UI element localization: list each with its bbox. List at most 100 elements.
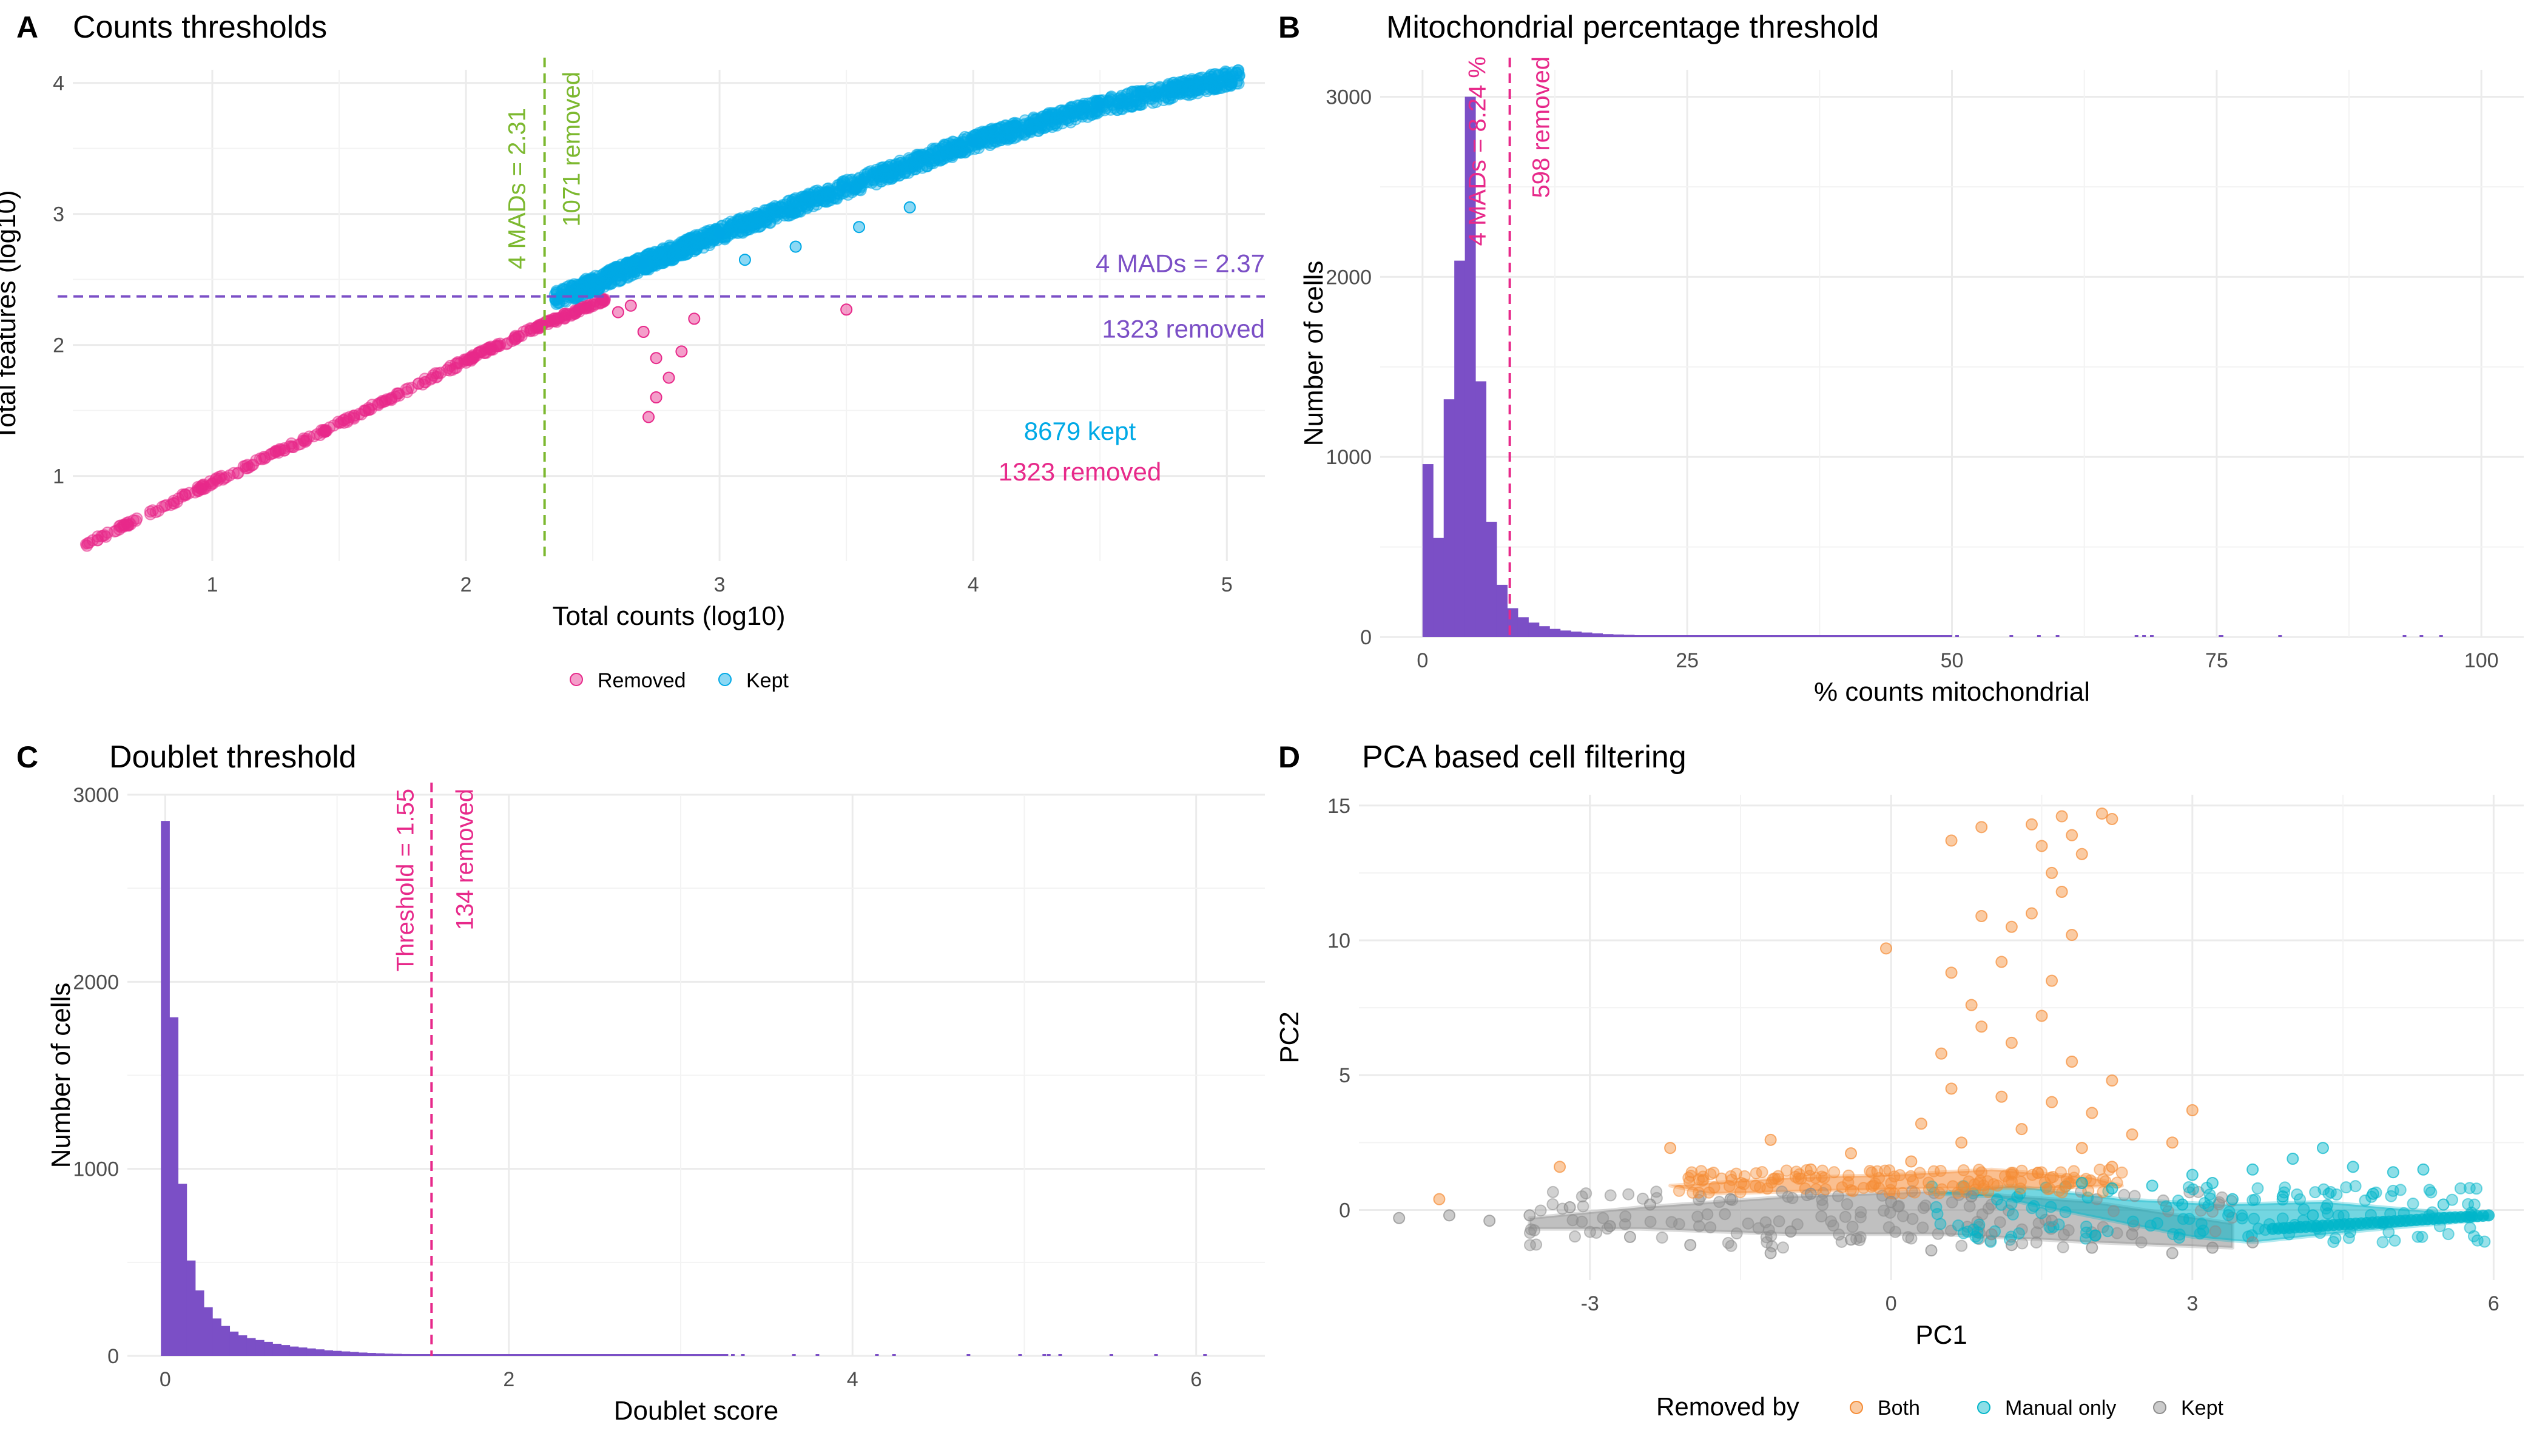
- point-manual-only: [2167, 1228, 2180, 1241]
- panel-letter: B: [1278, 10, 1300, 44]
- point-kept: [1583, 1225, 1596, 1238]
- bar: [1697, 635, 1709, 637]
- bar: [892, 1354, 896, 1356]
- bar: [384, 1353, 394, 1356]
- point-kept: [1916, 1221, 1929, 1234]
- point-kept: [831, 192, 843, 205]
- point-manual-only: [2249, 1193, 2262, 1206]
- point-removed: [637, 326, 650, 338]
- bar: [1046, 1354, 1051, 1356]
- point-both: [1945, 834, 1958, 847]
- point-both: [2066, 929, 2078, 942]
- point-kept: [1619, 1218, 1631, 1231]
- point-kept: [1742, 1217, 1754, 1230]
- y-axis-label: Number of cells: [1299, 261, 1329, 447]
- point-both: [1975, 821, 1988, 834]
- point-both: [2025, 818, 2038, 831]
- grid: [73, 70, 1265, 561]
- point-kept: [1786, 1191, 1799, 1204]
- point-kept: [1546, 1185, 1559, 1198]
- bar: [221, 1326, 231, 1356]
- point-kept: [1059, 113, 1072, 126]
- bar: [1018, 1354, 1022, 1356]
- annotation-removed: 1323 removed: [999, 457, 1162, 486]
- point-both: [1847, 1185, 1859, 1198]
- point-manual-only: [2101, 1225, 2114, 1238]
- bar: [1422, 464, 1434, 637]
- point-removed: [333, 418, 345, 430]
- point-removed: [460, 355, 472, 366]
- points: [79, 64, 1245, 552]
- point-both: [1883, 1164, 1896, 1177]
- bar: [1154, 1354, 1158, 1356]
- point-manual-only: [2075, 1177, 2088, 1189]
- point-manual-only: [2059, 1205, 2072, 1218]
- point-kept: [1773, 1215, 1785, 1228]
- panel-d: -3 0 3 6 0 5 10 15 PC1 PC2 D PCA based cell filteri…: [1275, 740, 2524, 1421]
- point-both: [1734, 1186, 1747, 1199]
- point-kept: [2086, 1241, 2098, 1254]
- point-removed: [183, 487, 196, 499]
- bar: [650, 1354, 660, 1356]
- bar: [238, 1335, 248, 1356]
- bar: [1909, 635, 1921, 637]
- point-kept: [801, 189, 814, 202]
- point-kept: [1162, 92, 1175, 104]
- bar: [556, 1354, 565, 1356]
- point-removed: [378, 395, 391, 408]
- point-kept: [1776, 1185, 1788, 1198]
- point-kept: [2030, 1236, 2043, 1249]
- bar: [1856, 635, 1868, 637]
- point-kept: [676, 244, 689, 257]
- point-manual-only: [2423, 1184, 2436, 1196]
- bar: [2009, 635, 2014, 637]
- bar: [815, 1354, 820, 1356]
- point-both: [2005, 1036, 2018, 1049]
- point-manual-only: [2226, 1193, 2239, 1205]
- point-both: [1965, 999, 1978, 1011]
- bar: [1517, 617, 1529, 637]
- point-kept: [1644, 1198, 1656, 1211]
- bar: [1602, 634, 1614, 637]
- bar: [1878, 635, 1889, 637]
- point-both: [1893, 1169, 1906, 1182]
- bar: [1867, 635, 1878, 637]
- point-kept: [1725, 1239, 1737, 1252]
- point-both: [1935, 1047, 1947, 1060]
- bar: [702, 1354, 712, 1356]
- point-kept: [738, 254, 751, 266]
- point-removed: [118, 520, 130, 533]
- point-kept: [999, 130, 1011, 143]
- panel-letter: C: [16, 740, 38, 774]
- bar: [642, 1354, 651, 1356]
- point-kept: [638, 258, 649, 269]
- x-tick-label: 3: [2186, 1292, 2198, 1315]
- point-kept: [714, 228, 726, 239]
- x-axis-label: % counts mitochondrial: [1814, 677, 2090, 707]
- bar: [1539, 626, 1550, 637]
- point-both: [1795, 1172, 1807, 1185]
- bar: [315, 1349, 325, 1356]
- y-tick-label: 3: [53, 203, 64, 226]
- bar: [358, 1352, 368, 1356]
- point-kept: [1234, 70, 1245, 82]
- legend-label-kept: Kept: [2181, 1397, 2223, 1420]
- point-manual-only: [2437, 1198, 2450, 1211]
- bar: [607, 1354, 617, 1356]
- panel-title: Mitochondrial percentage threshold: [1386, 10, 1879, 45]
- point-kept: [1825, 1215, 1838, 1228]
- x-axis-label: Doublet score: [614, 1396, 778, 1426]
- bar: [1528, 622, 1540, 637]
- point-both: [1945, 966, 1958, 979]
- point-kept: [1644, 1215, 1657, 1228]
- bar: [186, 1260, 196, 1356]
- point-kept: [2031, 1226, 2043, 1239]
- point-kept: [1212, 69, 1225, 82]
- point-kept: [1077, 103, 1090, 115]
- point-removed: [675, 345, 688, 358]
- point-both: [1845, 1147, 1858, 1160]
- x-tick-label: 6: [1190, 1368, 1202, 1391]
- point-both: [2106, 1074, 2118, 1087]
- annotation-kept: 8679 kept: [1024, 417, 1136, 445]
